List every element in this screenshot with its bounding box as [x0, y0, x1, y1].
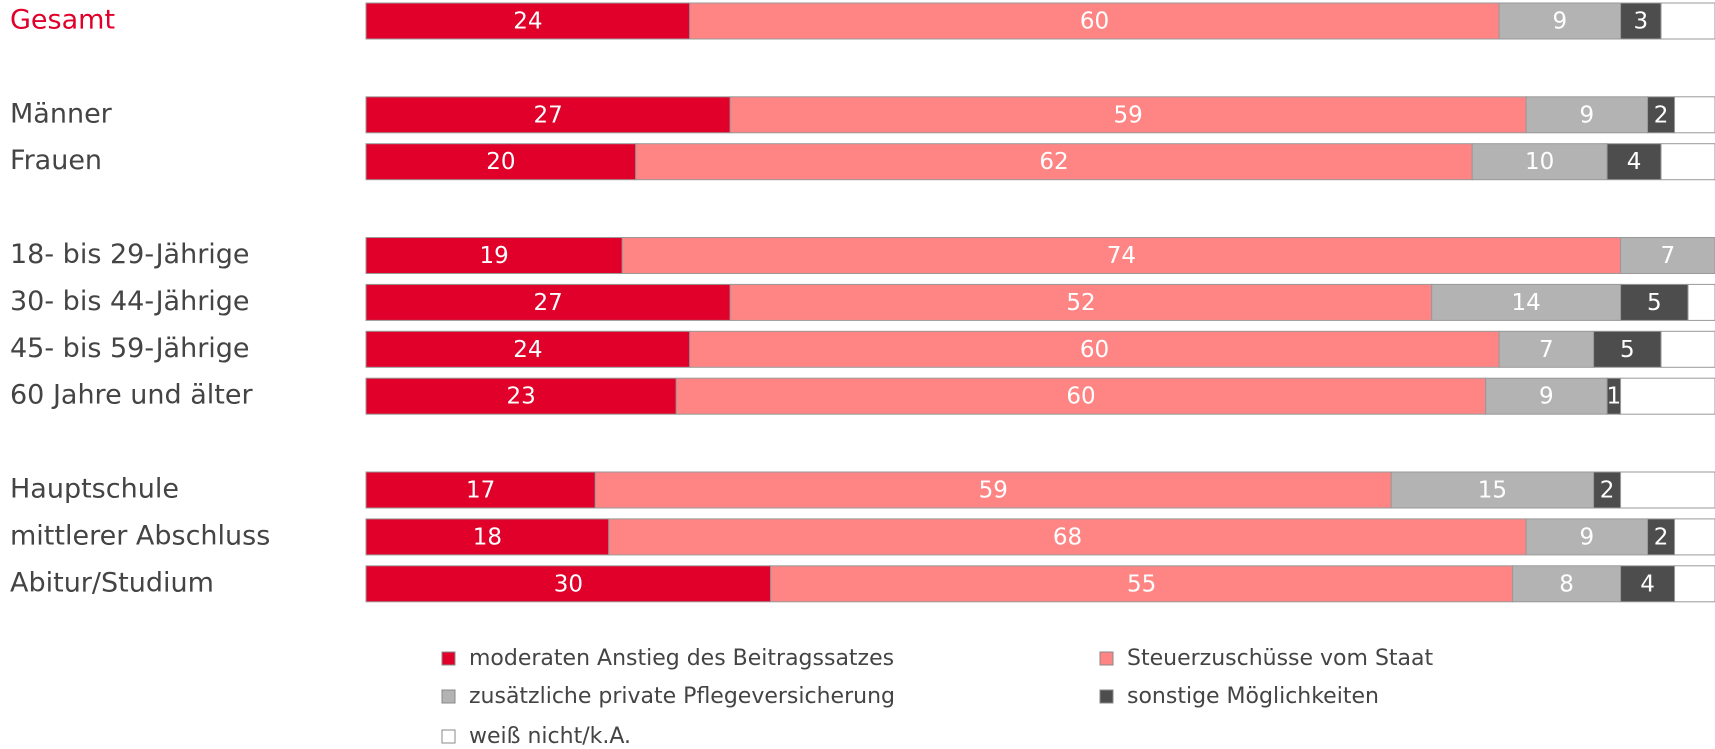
value-label: 59	[1114, 102, 1143, 128]
bar-segment	[365, 237, 623, 274]
bar-segment	[729, 283, 1433, 321]
bar-segment	[1593, 471, 1622, 509]
value-label: 68	[1053, 524, 1082, 550]
bar-segment	[770, 565, 1514, 603]
category-label: Männer	[10, 98, 113, 129]
legend-label: weiß nicht/k.A.	[469, 724, 631, 749]
value-label: 23	[506, 384, 535, 410]
bar-segment	[689, 330, 1500, 368]
value-label: 24	[513, 337, 542, 363]
value-label: 20	[486, 149, 515, 175]
bar-segment	[729, 96, 1527, 134]
value-label: 10	[1525, 149, 1554, 175]
bar-segment	[1660, 330, 1715, 368]
bar-segment	[621, 237, 1622, 274]
legend-label: sonstige Möglichkeiten	[1127, 684, 1379, 709]
bar-segment	[1620, 377, 1715, 415]
value-label: 60	[1066, 384, 1095, 410]
bar-segment	[1620, 283, 1689, 321]
bar-segment	[1620, 471, 1715, 509]
bar-segment	[1606, 143, 1662, 181]
value-label: 74	[1107, 243, 1136, 269]
bar-segment	[1525, 518, 1649, 556]
bar-segment	[1660, 2, 1715, 40]
legend-swatch	[1099, 651, 1114, 666]
bar-segment	[689, 2, 1500, 40]
value-label: 62	[1039, 149, 1068, 175]
category-label: Frauen	[10, 145, 102, 176]
bar-segment	[1674, 565, 1715, 603]
value-label: 8	[1559, 571, 1574, 597]
legend-swatch	[441, 689, 456, 704]
value-label: 1	[1607, 384, 1622, 410]
value-label: 5	[1620, 337, 1635, 363]
bar-segment	[365, 283, 731, 321]
value-label: 9	[1539, 384, 1554, 410]
bar-segment	[1687, 283, 1715, 321]
bar-segment	[1660, 143, 1715, 181]
value-label: 15	[1478, 478, 1507, 504]
legend-swatch	[1099, 689, 1114, 704]
value-label: 7	[1539, 337, 1554, 363]
value-label: 24	[513, 9, 542, 35]
value-label: 9	[1580, 524, 1595, 550]
value-label: 2	[1654, 524, 1669, 550]
bar-segment	[1593, 330, 1662, 368]
bar-segment	[1674, 96, 1715, 134]
value-label: 2	[1600, 478, 1615, 504]
value-label: 18	[473, 524, 502, 550]
bar-segment	[1512, 565, 1622, 603]
bar-segment	[365, 96, 731, 134]
value-label: 19	[480, 243, 509, 269]
value-label: 60	[1080, 9, 1109, 35]
category-label: mittlerer Abschluss	[10, 520, 270, 551]
value-label: 2	[1654, 102, 1669, 128]
legend-swatch	[441, 729, 456, 744]
bar-segment	[365, 143, 637, 181]
value-label: 9	[1553, 9, 1568, 35]
value-label: 3	[1633, 9, 1648, 35]
category-label: 30- bis 44-Jährige	[10, 286, 250, 317]
legend-label: Steuerzuschüsse vom Staat	[1127, 646, 1433, 671]
value-label: 27	[533, 290, 562, 316]
value-label: 55	[1127, 571, 1156, 597]
value-label: 17	[466, 478, 495, 504]
bar-segment	[1498, 2, 1622, 40]
value-label: 27	[533, 102, 562, 128]
category-label: 45- bis 59-Jährige	[10, 333, 250, 364]
value-label: 5	[1647, 290, 1662, 316]
value-label: 4	[1627, 149, 1642, 175]
value-label: 4	[1640, 571, 1655, 597]
category-label: Gesamt	[10, 5, 115, 36]
bar-segment	[635, 143, 1473, 181]
bar-segment	[1390, 471, 1595, 509]
value-label: 9	[1580, 102, 1595, 128]
bar-segment	[1620, 565, 1676, 603]
bar-segment	[1647, 96, 1676, 134]
legend-swatch	[441, 651, 456, 666]
value-label: 59	[979, 478, 1008, 504]
value-label: 30	[554, 571, 583, 597]
value-label: 60	[1080, 337, 1109, 363]
value-label: 7	[1660, 243, 1675, 269]
category-label: Hauptschule	[10, 474, 179, 505]
legend-label: moderaten Anstieg des Beitragssatzes	[469, 646, 894, 671]
bar-segment	[675, 377, 1487, 415]
category-label: Abitur/Studium	[10, 567, 214, 598]
category-label: 60 Jahre und älter	[10, 380, 253, 411]
bar-segment	[365, 565, 772, 603]
category-label: 18- bis 29-Jährige	[10, 239, 250, 270]
bar-segment	[1525, 96, 1649, 134]
bar-segment	[1674, 518, 1715, 556]
bar-segment	[365, 2, 691, 40]
value-label: 14	[1511, 290, 1540, 316]
legend-label: zusätzliche private Pflegeversicherung	[469, 684, 895, 709]
bar-segment	[365, 330, 691, 368]
value-label: 52	[1066, 290, 1095, 316]
bar-segment	[1431, 283, 1622, 321]
bar-segment	[1498, 330, 1595, 368]
bar-segment	[365, 518, 610, 556]
